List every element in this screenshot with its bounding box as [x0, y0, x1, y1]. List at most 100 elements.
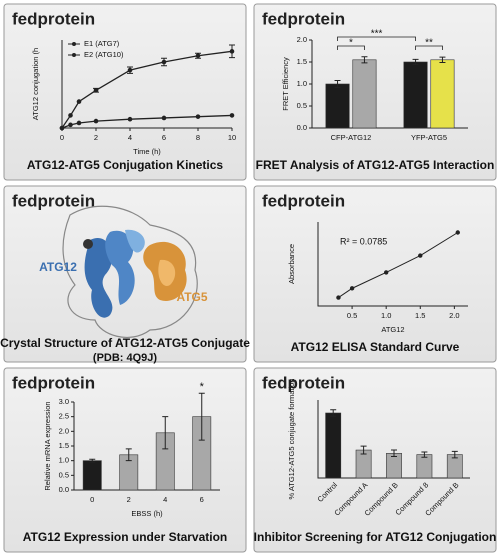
error-bar: [412, 58, 419, 66]
y-tick-label: 0.0: [297, 123, 307, 132]
significance-label: ***: [371, 29, 383, 40]
bar: [403, 61, 428, 129]
panel-caption: Inhibitor Screening for ATG12 Conjugatio…: [254, 530, 497, 544]
panel-caption: ATG12-ATG5 Conjugation Kinetics: [27, 158, 224, 172]
backbone-wire: [62, 205, 198, 339]
x-axis-label: ATG12: [381, 325, 404, 334]
panels: fedprotein fedprotein fedprotein fedprotein…: [3, 3, 497, 553]
x-tick-label: 1.5: [415, 311, 425, 320]
panel-caption: FRET Analysis of ATG12-ATG5 Interaction: [256, 158, 495, 172]
point: [161, 59, 167, 65]
point: [383, 270, 389, 275]
panel-caption: Crystal Structure of ATG12-ATG5 Conjugat…: [0, 336, 250, 350]
y-tick-label: 1.5: [59, 441, 69, 450]
point: [76, 120, 82, 126]
x-tick-label: 2: [127, 495, 131, 504]
error-bar: [125, 448, 132, 462]
significance-label: *: [200, 381, 205, 393]
y-tick-label: 3.0: [59, 397, 69, 406]
panel: [253, 185, 497, 363]
error-bar: [451, 450, 458, 459]
significance-label: **: [425, 38, 433, 49]
y-tick-label: 2.0: [59, 426, 69, 435]
point: [229, 49, 235, 54]
y-axis-label: ATG12 conjugation (h: [31, 48, 40, 120]
series-line: [61, 50, 233, 129]
bar: [352, 59, 377, 129]
panel: [3, 3, 247, 181]
point: [195, 53, 201, 59]
x-tick-label: CFP-ATG12: [331, 133, 372, 142]
point: [418, 253, 423, 258]
bar: [325, 83, 350, 129]
error-bar: [89, 458, 96, 463]
x-tick-label: YFP-ATG5: [411, 133, 447, 142]
x-tick-label: 2: [94, 133, 98, 142]
y-axis-label: % ATG12-ATG5 conjugate formation: [287, 378, 296, 499]
x-axis-label: Time (h): [133, 147, 161, 156]
y-tick-label: 0.5: [297, 101, 307, 110]
y-tick-label: 0.5: [59, 470, 69, 479]
brand: fedprotein: [12, 373, 95, 392]
x-tick-label: 4: [128, 133, 132, 142]
atg12-ribbon: [105, 230, 135, 305]
point: [336, 295, 341, 300]
y-tick-label: 1.0: [297, 79, 307, 88]
y-axis-label: Absorbance: [287, 244, 296, 284]
bar: [416, 454, 433, 479]
atg5-helix: [158, 259, 176, 286]
panel: [253, 367, 497, 553]
y-axis-label: FRET Efficiency: [281, 57, 290, 111]
error-bar: [330, 409, 337, 417]
error-bar: [198, 392, 205, 441]
brand: fedprotein: [262, 9, 345, 28]
point: [229, 113, 235, 118]
point: [93, 87, 99, 93]
bar: [82, 460, 102, 491]
y-tick-label: 1.0: [59, 456, 69, 465]
point: [161, 115, 167, 121]
panel-caption: ATG12 Expression under Starvation: [23, 530, 228, 544]
x-tick-label: 0: [90, 495, 94, 504]
brand: fedprotein: [262, 191, 345, 210]
error-bar: [162, 416, 169, 450]
atg12-helix: [125, 229, 145, 253]
panel-subcaption: (PDB: 4Q9J): [93, 352, 158, 364]
legend-swatch: [72, 53, 76, 57]
point: [59, 125, 65, 131]
x-tick-label: 6: [162, 133, 166, 142]
atg12-ribbon: [84, 238, 113, 318]
point: [349, 286, 355, 291]
point: [127, 116, 133, 122]
x-axis-label: EBSS (h): [131, 509, 163, 518]
point: [68, 113, 73, 118]
point: [195, 114, 201, 119]
significance-bracket: [337, 36, 416, 41]
error-bar: [334, 79, 341, 89]
point: [76, 99, 82, 104]
protein-structure: ATG12 ATG5 Crystal Structure of ATG12-AT…: [0, 205, 250, 364]
point: [127, 67, 133, 73]
annotation: R² = 0.0785: [340, 236, 387, 246]
panel-caption: ATG12 ELISA Standard Curve: [291, 340, 460, 354]
y-tick-label: 2.5: [59, 412, 69, 421]
significance-bracket: [337, 45, 365, 50]
x-tick-label: 8: [196, 133, 200, 142]
legend-label: E2 (ATG10): [84, 50, 124, 59]
brand: fedprotein: [12, 9, 95, 28]
point: [93, 118, 99, 124]
legend-label: E1 (ATG7): [84, 39, 120, 48]
y-tick-label: 2.0: [297, 35, 307, 44]
brand: fedprotein: [262, 373, 345, 392]
structure-label: ATG12: [39, 260, 77, 274]
brand: fedprotein: [12, 191, 95, 210]
y-tick-label: 1.5: [297, 57, 307, 66]
structure-label: ATG5: [176, 290, 207, 304]
y-tick-label: 0.0: [59, 485, 69, 494]
significance-bracket: [415, 45, 443, 50]
x-tick-label: 2.0: [449, 311, 459, 320]
error-bar: [439, 56, 446, 63]
axis: [317, 222, 468, 307]
